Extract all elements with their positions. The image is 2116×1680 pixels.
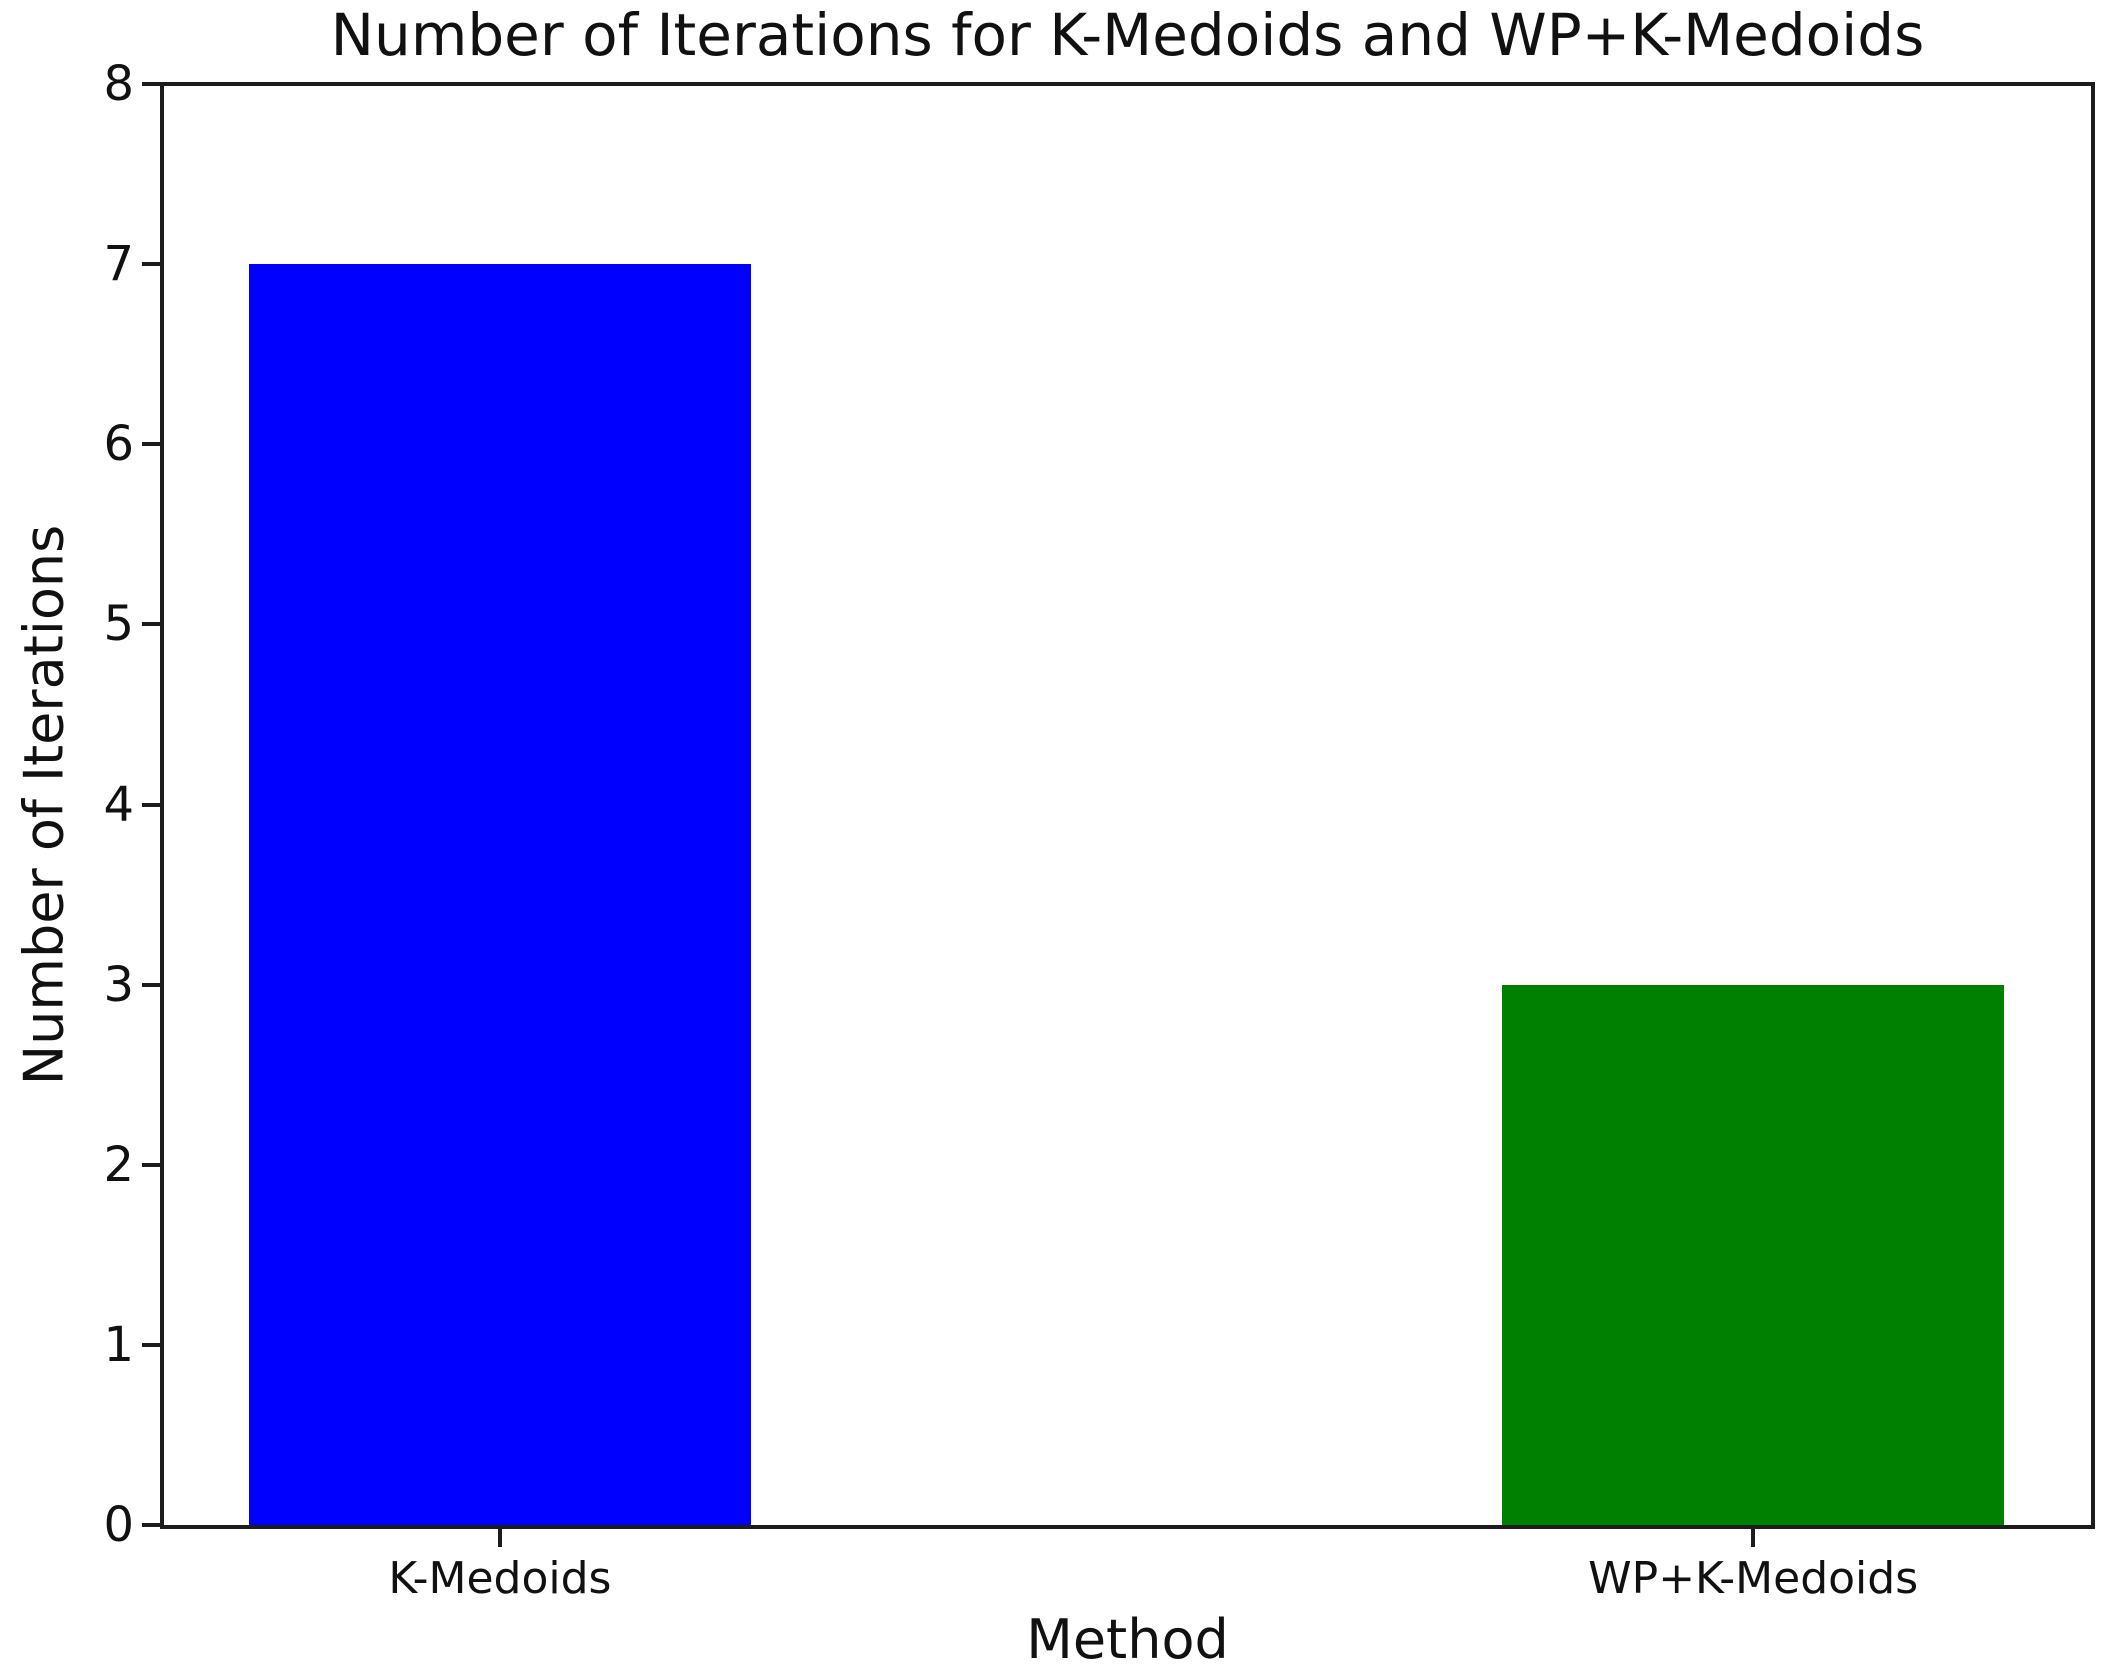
y-tick-label: 6 — [103, 416, 134, 473]
x-tick-label: WP+K-Medoids — [1588, 1553, 1919, 1604]
x-tick-mark — [1751, 1529, 1756, 1547]
y-tick-mark — [142, 622, 160, 627]
y-tick-label: 1 — [103, 1316, 134, 1373]
y-tick-mark — [142, 802, 160, 807]
chart-title: Number of Iterations for K-Medoids and W… — [330, 1, 1925, 69]
y-tick-label: 5 — [103, 596, 134, 653]
y-tick-label: 3 — [103, 956, 134, 1013]
y-tick-label: 7 — [103, 236, 134, 293]
y-tick-mark — [142, 1523, 160, 1527]
y-tick-label: 4 — [103, 776, 134, 833]
y-tick-mark — [142, 262, 160, 267]
x-tick-label: K-Medoids — [388, 1553, 612, 1604]
y-tick-mark — [142, 442, 160, 447]
bar-k-medoids — [248, 264, 751, 1525]
y-tick-label: 8 — [103, 56, 134, 112]
y-tick-mark — [142, 982, 160, 987]
y-axis-label: Number of Iterations — [12, 524, 76, 1086]
bar-wp-k-medoids — [1502, 984, 2005, 1525]
x-tick-mark — [497, 1529, 502, 1547]
y-tick-label: 2 — [103, 1136, 134, 1193]
x-axis-label: Method — [1026, 1608, 1229, 1671]
y-tick-mark — [142, 82, 160, 86]
y-tick-mark — [142, 1162, 160, 1167]
y-tick-label: 0 — [103, 1497, 134, 1553]
y-tick-mark — [142, 1342, 160, 1347]
